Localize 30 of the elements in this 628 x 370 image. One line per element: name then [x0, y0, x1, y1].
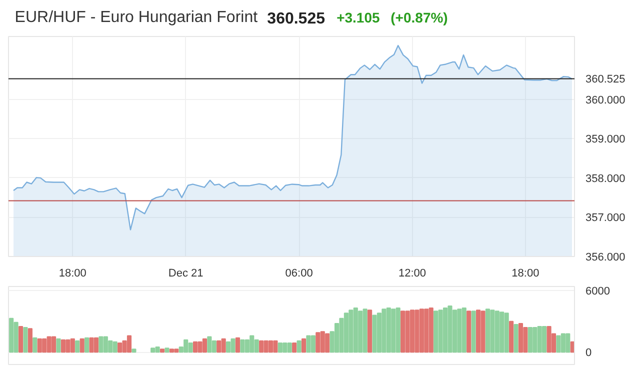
bar: [509, 320, 514, 353]
x-tick-label: 12:00: [398, 268, 426, 280]
bar: [235, 337, 240, 353]
text: (+0.87%): [390, 10, 448, 26]
bar: [368, 310, 372, 353]
x-tick-label: 06:00: [285, 268, 313, 280]
bar: [518, 322, 524, 353]
bar: [471, 310, 476, 353]
text: +3.105: [336, 10, 380, 26]
chart-title: EUR/HUF - Euro Hungarian Forint: [14, 9, 258, 26]
ref-line-label: 360.525: [586, 74, 626, 86]
y-tick-label: 357.000: [586, 212, 626, 224]
bar: [164, 348, 170, 353]
text: 360.525: [267, 10, 326, 28]
y-tick-label: 6000: [586, 286, 610, 298]
x-tick-label: 18:00: [512, 268, 540, 280]
bar: [301, 338, 306, 353]
bar: [466, 310, 472, 353]
y-tick-label: 358.000: [586, 172, 626, 185]
y-tick-label: 359.000: [586, 134, 626, 146]
bar: [514, 324, 518, 353]
bar: [292, 342, 297, 353]
y-tick-label: 0: [586, 347, 592, 360]
x-tick-label: 18:00: [58, 268, 86, 280]
y-tick-label: 356.000: [586, 252, 626, 264]
bar: [296, 340, 302, 353]
bar: [160, 348, 165, 353]
bar: [485, 308, 490, 353]
x-tick-label: Dec 21: [168, 268, 204, 280]
y-tick-label: 360.000: [586, 94, 626, 106]
